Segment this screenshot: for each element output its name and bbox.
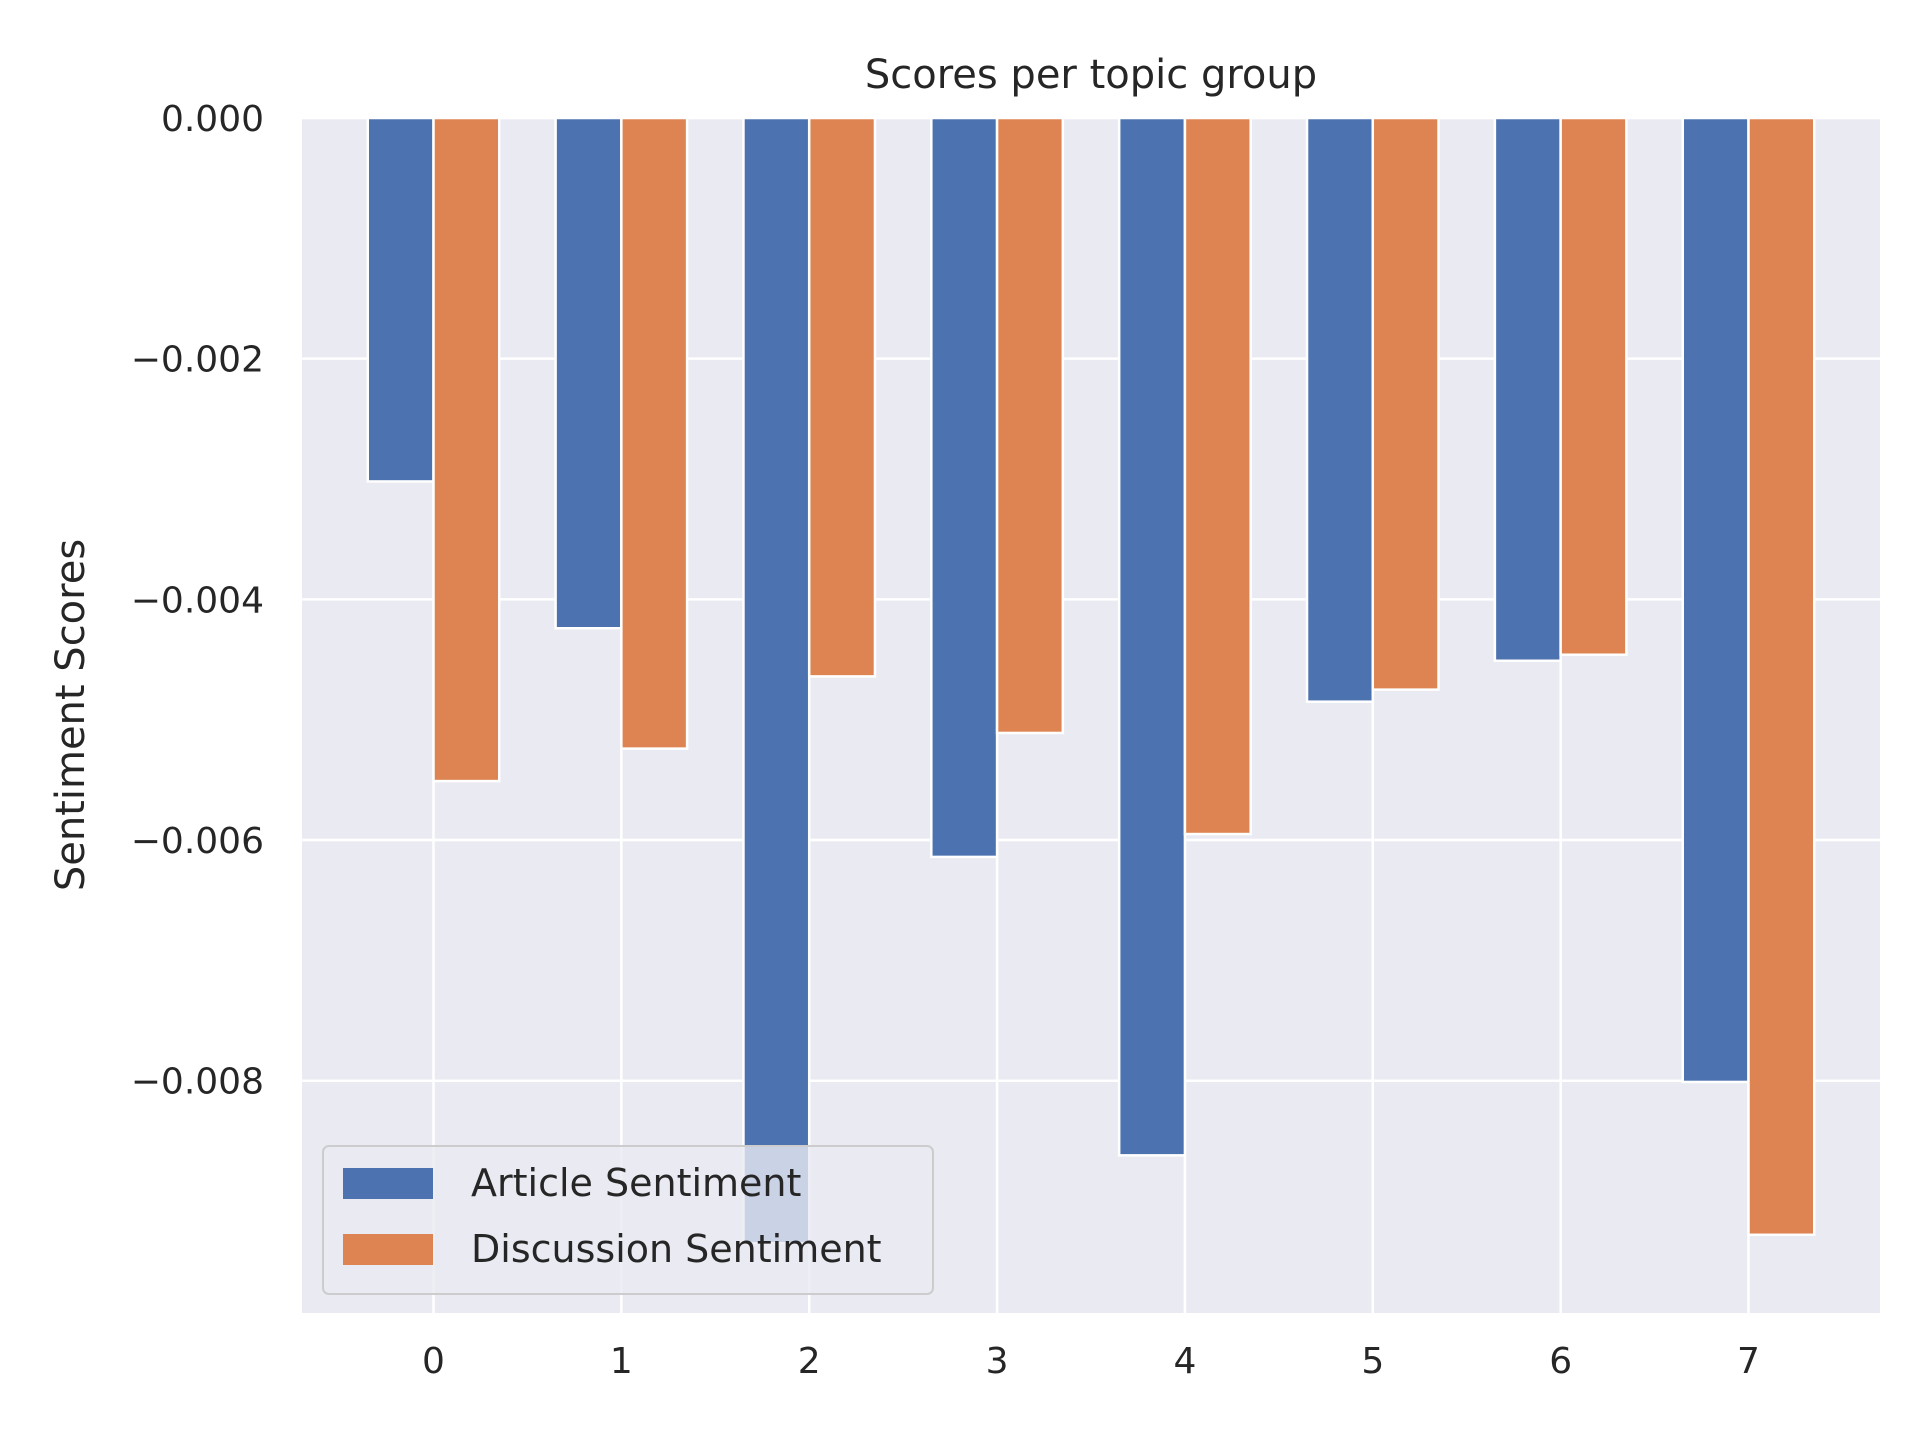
x-tick-label: 1 — [610, 1341, 633, 1382]
bar-article-5 — [1305, 116, 1375, 703]
x-tick-label: 4 — [1173, 1341, 1196, 1382]
y-tick-labels: 0.000 −0.002 −0.004 −0.006 −0.008 — [131, 99, 264, 1103]
bar-discussion-4 — [1183, 116, 1252, 836]
x-tick-label: 2 — [798, 1341, 821, 1382]
legend-box — [322, 1145, 934, 1295]
x-tick-label: 0 — [422, 1341, 445, 1382]
legend-swatch-article — [343, 1168, 433, 1199]
bar-discussion-0 — [432, 116, 501, 783]
bar-discussion-3 — [995, 116, 1065, 735]
y-tick-label: −0.004 — [131, 580, 264, 621]
chart-title: Scores per topic group — [865, 52, 1317, 98]
legend-swatch-discussion — [343, 1234, 433, 1265]
bar-article-3 — [930, 116, 999, 859]
bar-article-7 — [1681, 116, 1750, 1084]
bar-discussion-6 — [1559, 116, 1628, 656]
legend: Article Sentiment Discussion Sentiment — [322, 1145, 934, 1295]
y-tick-label: −0.008 — [131, 1062, 264, 1103]
bar-article-0 — [366, 116, 435, 483]
x-tick-label: 7 — [1737, 1341, 1760, 1382]
bar-article-1 — [554, 116, 623, 630]
bar-discussion-5 — [1371, 116, 1440, 691]
bar-article-2 — [742, 116, 811, 1245]
bars — [366, 116, 1816, 1245]
x-tick-label: 3 — [986, 1341, 1009, 1382]
x-tick-label: 6 — [1549, 1341, 1572, 1382]
bar-discussion-7 — [1747, 116, 1816, 1237]
legend-label-discussion: Discussion Sentiment — [471, 1227, 882, 1271]
bar-article-6 — [1493, 116, 1562, 662]
legend-label-article: Article Sentiment — [471, 1161, 801, 1205]
bar-article-4 — [1117, 116, 1187, 1157]
y-tick-label: −0.002 — [131, 340, 264, 381]
x-tick-label: 5 — [1361, 1341, 1384, 1382]
y-axis-label: Sentiment Scores — [48, 539, 94, 891]
y-tick-label: −0.006 — [131, 821, 264, 862]
bar-discussion-2 — [807, 116, 877, 678]
bar-discussion-1 — [620, 116, 689, 750]
plot-background — [302, 118, 1880, 1313]
y-tick-label: 0.000 — [161, 99, 264, 140]
x-tick-labels: 0 1 2 3 4 5 6 7 — [422, 1341, 1760, 1382]
